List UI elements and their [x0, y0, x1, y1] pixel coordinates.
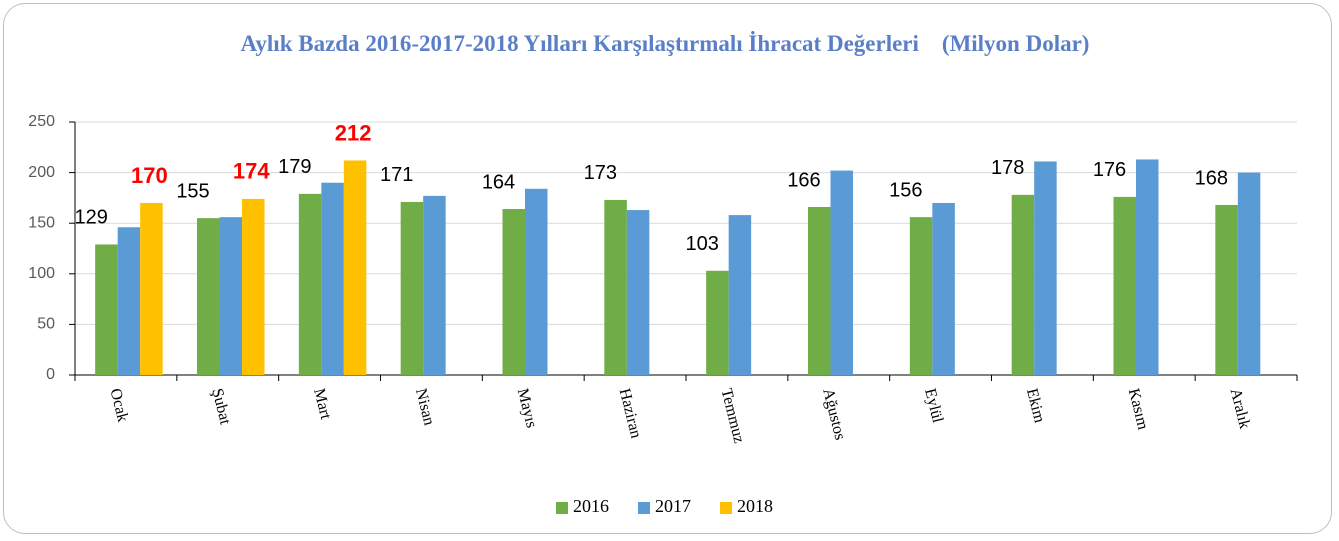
data-label: 178 [991, 157, 1024, 179]
x-tick-label: Mart [310, 387, 334, 422]
y-tick-label: 0 [46, 366, 55, 383]
x-tick-label: Eylül [921, 387, 946, 425]
legend-swatch [556, 502, 568, 514]
x-tick-label: Mayıs [514, 387, 540, 430]
bar [604, 199, 627, 375]
bar [1113, 196, 1136, 375]
x-tick-label: Şubat [208, 387, 233, 427]
bar [909, 217, 933, 375]
data-label: 168 [1195, 167, 1228, 189]
x-tick-label: Temmuz [717, 387, 747, 445]
bar [808, 207, 831, 375]
x-tick-label: Haziran [616, 387, 645, 440]
x-tick-label: Aralık [1227, 387, 1253, 431]
bar [95, 244, 118, 375]
legend-label: 2018 [737, 496, 773, 516]
x-tick-label: Ağustos [819, 387, 848, 442]
bar [423, 195, 446, 375]
bar [1237, 172, 1261, 375]
bar [1215, 204, 1238, 375]
legend-label: 2016 [573, 496, 609, 516]
y-tick-label: 250 [28, 113, 55, 130]
x-tick-label: Kasım [1125, 387, 1152, 432]
legend-swatch [720, 502, 732, 514]
data-label: 129 [74, 207, 107, 229]
bar [728, 215, 752, 375]
bar [197, 218, 220, 375]
bar [830, 170, 853, 375]
chart-title: Aylık Bazda 2016-2017-2018 Yılları Karşı… [240, 31, 1090, 56]
data-label: 179 [278, 156, 311, 178]
bar [242, 198, 265, 375]
bar [525, 188, 548, 375]
bar [400, 201, 424, 375]
bar [502, 209, 525, 375]
x-tick-label: Ocak [106, 387, 131, 424]
bar [343, 160, 367, 375]
bar [1011, 194, 1035, 375]
chart-frame [3, 3, 1332, 534]
bar [321, 182, 344, 375]
data-label: 171 [380, 164, 413, 186]
x-tick-label: Nisan [412, 387, 438, 427]
bar [932, 202, 955, 375]
data-label: 156 [889, 179, 922, 201]
y-tick-label: 50 [37, 316, 55, 333]
y-tick-label: 200 [28, 164, 55, 181]
bar [298, 193, 322, 375]
x-tick-label: Ekim [1023, 387, 1048, 425]
bar [117, 227, 141, 375]
data-label: 174 [233, 159, 270, 184]
bar [1034, 161, 1057, 375]
legend-swatch [638, 502, 650, 514]
legend-label: 2017 [655, 496, 691, 516]
bar [140, 202, 163, 375]
data-label: 173 [584, 162, 617, 184]
data-label: 155 [176, 180, 209, 202]
y-tick-label: 150 [28, 214, 55, 231]
data-label: 164 [482, 171, 515, 193]
data-label: 212 [335, 120, 372, 145]
data-label: 176 [1093, 159, 1126, 181]
y-tick-label: 100 [28, 265, 55, 282]
bar [1136, 159, 1159, 375]
bar [626, 210, 650, 375]
data-label: 103 [685, 233, 718, 255]
data-label: 166 [787, 169, 820, 191]
bar [706, 270, 729, 375]
bar [219, 217, 242, 375]
data-label: 170 [131, 163, 168, 188]
